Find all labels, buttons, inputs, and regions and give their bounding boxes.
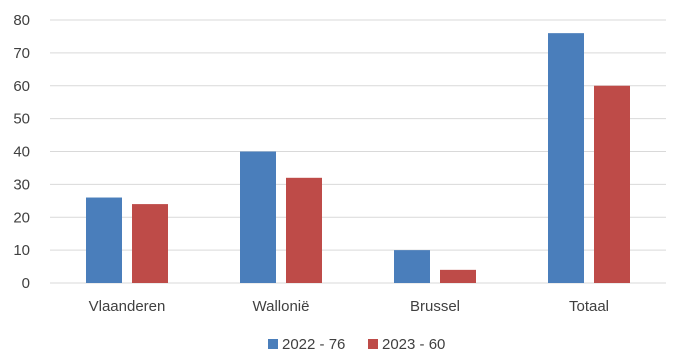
y-tick-label: 0 <box>22 275 30 292</box>
y-axis-ticks: 0 10 20 30 40 50 60 70 80 <box>13 12 30 292</box>
x-category-label: Vlaanderen <box>89 298 166 315</box>
x-category-label: Brussel <box>410 298 460 315</box>
legend-swatch <box>368 339 378 349</box>
y-tick-label: 70 <box>13 45 30 62</box>
y-tick-label: 30 <box>13 176 30 193</box>
legend-label: 2023 - 60 <box>382 336 445 352</box>
bar-vlaanderen-series-2 <box>132 204 168 283</box>
y-tick-label: 10 <box>13 242 30 259</box>
bar-totaal-series-2 <box>594 85 630 283</box>
y-tick-label: 40 <box>13 144 30 161</box>
bar-brussel-series-1 <box>394 250 430 283</box>
y-tick-label: 50 <box>13 111 30 128</box>
legend-label: 2022 - 76 <box>282 336 345 352</box>
legend: 2022 - 76 2023 - 60 <box>268 336 445 352</box>
bar-brussel-series-2 <box>440 269 476 283</box>
bar-totaal-series-1 <box>548 33 584 284</box>
y-tick-label: 80 <box>13 12 30 29</box>
legend-swatch <box>268 339 278 349</box>
bar-wallonië-series-1 <box>240 151 276 283</box>
bar-wallonië-series-2 <box>286 177 322 283</box>
x-category-label: Wallonië <box>253 298 310 315</box>
bars <box>86 33 630 284</box>
y-tick-label: 60 <box>13 78 30 95</box>
x-category-label: Totaal <box>569 298 609 315</box>
x-axis-categories: Vlaanderen Wallonië Brussel Totaal <box>89 298 609 315</box>
y-tick-label: 20 <box>13 209 30 226</box>
bar-vlaanderen-series-1 <box>86 197 122 283</box>
